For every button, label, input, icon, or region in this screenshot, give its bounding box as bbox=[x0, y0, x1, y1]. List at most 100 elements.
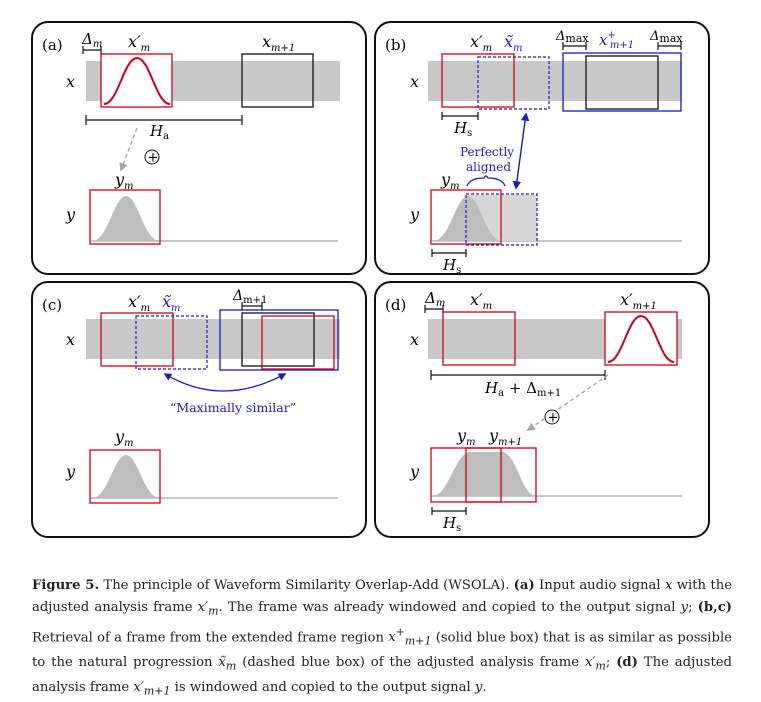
panel-b-frame-label: x′m bbox=[470, 32, 492, 54]
caption-text: Retrieval of a frame from the extended f… bbox=[32, 630, 389, 646]
caption-text: ; bbox=[605, 655, 617, 671]
caption-text: ; bbox=[688, 599, 698, 615]
panel-c-output-bump bbox=[92, 455, 160, 498]
panel-d-tag: (d) bbox=[385, 296, 406, 314]
panel-a-frame-label: x′m bbox=[128, 32, 150, 54]
panel-b-tag: (b) bbox=[385, 36, 406, 54]
caption-text: . The frame was already windowed and cop… bbox=[218, 599, 681, 615]
panel-d-ha-label: Ha + Δm+1 bbox=[484, 379, 561, 399]
caption-text: is windowed and copied to the output sig… bbox=[170, 680, 475, 696]
panel-c-tilde-label: x̃m bbox=[162, 292, 181, 314]
panel-c-signal-x bbox=[86, 319, 340, 359]
panel-a-window-curve bbox=[103, 56, 171, 105]
panel-c-frame-best bbox=[261, 315, 335, 370]
panel-b-y-label: y bbox=[409, 205, 420, 224]
panel-b-output-tilde bbox=[465, 193, 538, 246]
panel-d: (d) Δm x′m x′m+1 x Ha + Δm+1 + ym ym+1 y… bbox=[374, 281, 710, 538]
caption-var: y bbox=[474, 680, 483, 696]
caption-text: with the adjusted analysis frame bbox=[32, 578, 732, 615]
caption-text: Input audio signal bbox=[534, 578, 665, 593]
panel-c: (c) x′m x̃m Δm+1 x “Maximally similar” y… bbox=[31, 281, 367, 538]
panel-a-next-label: xm+1 bbox=[262, 32, 295, 54]
panel-b-aligned-line1: Perfectly bbox=[460, 145, 514, 159]
panel-c-delta-label: Δm+1 bbox=[232, 288, 267, 306]
panel-a-border bbox=[31, 21, 367, 275]
panel-d-x-label: x bbox=[410, 330, 419, 349]
panel-b-output-bump bbox=[433, 196, 502, 241]
panel-b-aligned-arrow bbox=[512, 112, 530, 190]
panel-d-delta-label: Δm bbox=[424, 289, 445, 309]
panel-c-frame-tilde bbox=[135, 315, 208, 370]
panel-c-y-label: y bbox=[65, 462, 76, 481]
figure-caption: Figure 5. The principle of Waveform Simi… bbox=[32, 575, 732, 702]
caption-part-a: (a) bbox=[513, 578, 535, 593]
panel-c-similar-arrow bbox=[163, 373, 287, 392]
panel-a-ym-label: ym bbox=[114, 170, 134, 192]
panel-c-border bbox=[31, 281, 367, 538]
panel-d-ym1-label: ym+1 bbox=[488, 426, 522, 448]
panel-a: (a) Δm x′m xm+1 x Ha + ym y bbox=[31, 21, 367, 275]
caption-part-d: (d) bbox=[616, 655, 638, 671]
caption-text: (dashed blue box) of the adjusted analys… bbox=[236, 655, 585, 671]
caption-var: x bbox=[664, 578, 673, 593]
panel-d-plus-icon: + bbox=[548, 411, 559, 426]
panel-d-hs-label: Hs bbox=[442, 514, 461, 534]
panel-a-delta-label: Δm bbox=[81, 30, 102, 50]
panel-d-y-label: y bbox=[409, 462, 420, 481]
panel-d-frame-xm bbox=[442, 311, 516, 366]
panel-d-output-bump bbox=[433, 452, 536, 496]
panel-a-tag: (a) bbox=[42, 36, 63, 54]
caption-var: x′m bbox=[197, 599, 219, 618]
panel-a-plus-icon: + bbox=[148, 151, 159, 166]
panel-a-output-frame bbox=[89, 189, 161, 245]
caption-part-bc: (b,c) bbox=[697, 599, 732, 615]
panel-b-delta-max-left: Δmax bbox=[555, 29, 589, 45]
panel-c-ym-label: ym bbox=[114, 427, 134, 449]
panel-c-frame-xm bbox=[100, 312, 174, 367]
caption-text: . bbox=[482, 680, 487, 696]
wsola-figure: (a) Δm x′m xm+1 x Ha + ym y bbox=[31, 21, 710, 538]
caption-var: x′m bbox=[584, 655, 606, 673]
panel-b-frame-next bbox=[585, 55, 659, 110]
caption-text: The principle of Waveform Similarity Ove… bbox=[99, 578, 514, 593]
panel-c-frame-next bbox=[241, 312, 315, 367]
panel-d-window-curve bbox=[607, 314, 675, 363]
panel-a-frame-next bbox=[241, 53, 314, 108]
panel-c-output-frame bbox=[89, 449, 161, 504]
panel-d-copy-arrow bbox=[526, 374, 609, 431]
panel-b: (b) x′m x̃m Δmax x+ m+1 Δmax x Hs Perfect… bbox=[374, 21, 710, 276]
panel-b-hs-bottom-label: Hs bbox=[442, 256, 461, 276]
panel-c-extended-region bbox=[219, 309, 339, 371]
panel-b-border bbox=[374, 21, 710, 275]
caption-var: y bbox=[680, 599, 689, 615]
panel-b-delta-max-right: Δmax bbox=[649, 29, 683, 45]
panel-c-frame-label: x′m bbox=[128, 292, 150, 314]
panel-b-signal-x bbox=[428, 61, 682, 101]
panel-b-hs-label: Hs bbox=[453, 119, 472, 139]
panel-d-frame-label: x′m bbox=[470, 290, 492, 312]
panel-a-output-bump bbox=[92, 196, 160, 241]
caption-text: The adjusted analysis frame bbox=[32, 655, 732, 696]
panel-c-x-label: x bbox=[66, 330, 75, 349]
panel-d-border bbox=[374, 281, 710, 538]
panel-a-x-label: x bbox=[66, 72, 75, 91]
panel-b-aligned-line2: aligned bbox=[466, 160, 511, 174]
panel-b-output-frame bbox=[430, 189, 502, 245]
panel-d-next-label: x′m+1 bbox=[620, 290, 657, 312]
panel-d-output-frame-m1 bbox=[465, 447, 537, 503]
panel-b-ym-label: ym bbox=[440, 170, 460, 192]
caption-text: (solid blue box) that is as similar as p… bbox=[32, 630, 732, 671]
panel-c-tag: (c) bbox=[42, 296, 62, 314]
panel-a-y-label: y bbox=[65, 205, 76, 224]
panel-b-tilde-label: x̃m bbox=[504, 32, 523, 54]
panel-b-extended-label: x+ m+1 bbox=[599, 30, 634, 51]
caption-var: x′m+1 bbox=[133, 680, 171, 698]
panel-b-x-label: x bbox=[410, 72, 419, 91]
panel-a-ha-label: Ha bbox=[149, 122, 169, 142]
caption-var: x+m+1 bbox=[388, 625, 432, 648]
panel-d-ym-label: ym bbox=[456, 426, 476, 448]
panel-c-similar-label: “Maximally similar” bbox=[170, 400, 296, 415]
caption-label: Figure 5. bbox=[32, 578, 100, 593]
panel-b-frame-tilde bbox=[477, 56, 550, 110]
panel-b-extended-region bbox=[562, 52, 682, 112]
